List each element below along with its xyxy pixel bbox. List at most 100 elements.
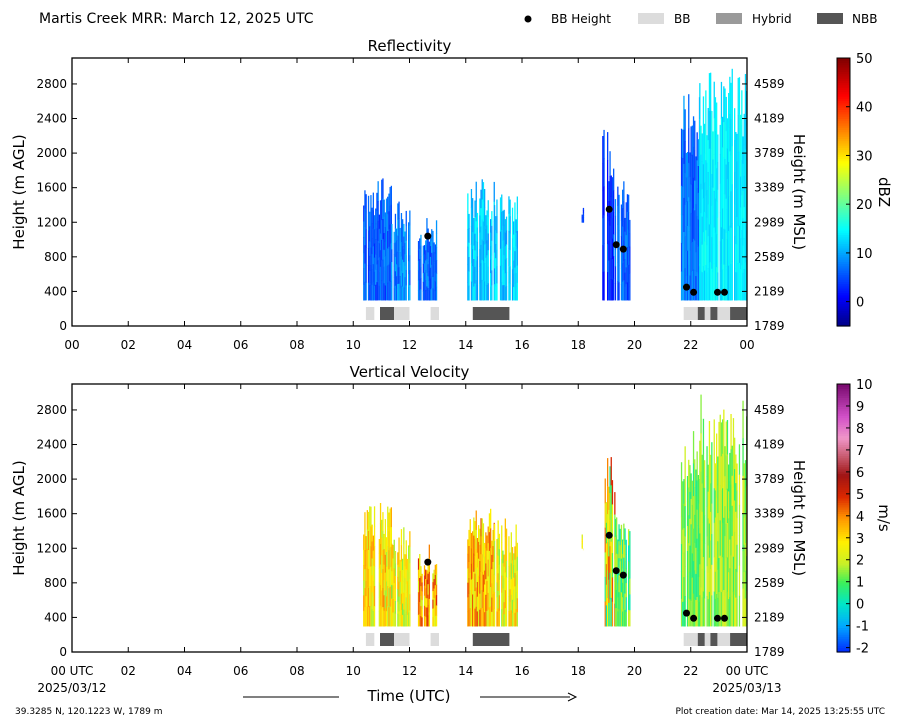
legend-hybrid-swatch: [716, 13, 742, 24]
bb-height-point: [605, 531, 613, 539]
xtick-label: 02: [121, 338, 136, 352]
ytick-right-label: 1789: [754, 319, 785, 333]
colorbar-tick-label: 40: [856, 101, 873, 116]
ytick-label: 400: [44, 284, 67, 298]
vertical-velocity-yticks-left: 0 400 800 1200 1600 2000 2400 2800: [36, 403, 77, 659]
bb-class-segment-bb: [683, 307, 698, 320]
ytick-right-label: 4189: [754, 112, 785, 126]
bb-class-segment-bb: [365, 633, 375, 646]
bb-class-segment-bb: [430, 307, 439, 320]
ytick-right-label: 3789: [754, 472, 785, 486]
xtick-label: 18: [571, 338, 586, 352]
xtick-label: 06: [233, 338, 248, 352]
x-end-label: 00 UTC: [726, 664, 769, 678]
bb-height-point: [714, 288, 721, 296]
xtick-label: 10: [346, 338, 361, 352]
xtick-label: 10: [346, 664, 361, 678]
ytick-label: 1600: [36, 181, 67, 195]
ytick-label: 2000: [36, 146, 67, 160]
ytick-label: 2800: [36, 77, 67, 91]
colorbar-tick-label: 10: [856, 247, 873, 262]
colorbar-tick-label: 30: [856, 149, 873, 164]
time-arrow-head: [567, 692, 578, 702]
vertical-velocity-echo-field: [363, 394, 748, 627]
colorbar-tick-label: 0: [856, 598, 864, 613]
bb-class-segment-nbb: [730, 307, 747, 320]
bb-height-point: [721, 614, 728, 622]
bb-height-point: [714, 614, 721, 622]
vertical-velocity-panel: Vertical Velocity 0400800120016002000240…: [10, 363, 893, 678]
colorbar-tick-label: 3: [856, 532, 864, 547]
colorbar-tick-label: 6: [856, 466, 864, 481]
ytick-label: 2800: [36, 403, 67, 417]
xtick-label: 16: [514, 664, 529, 678]
bb-height-point: [721, 288, 728, 296]
xtick-label: 02: [121, 664, 136, 678]
bb-class-segment-nbb: [710, 633, 718, 646]
reflectivity-echo-field: [363, 68, 748, 301]
colorbar-tick-label: 4: [856, 510, 864, 525]
reflectivity-bb-height-dots: [424, 205, 728, 296]
reflectivity-yticks-right: 1789 2189 2589 2989 3389 3789 4189 4589: [742, 77, 785, 333]
footer-creation-date: Plot creation date: Mar 14, 2025 13:25:5…: [675, 707, 885, 717]
reflectivity-title: Reflectivity: [368, 37, 452, 55]
ytick-label: 0: [59, 319, 67, 333]
xtick-label: 08: [289, 338, 304, 352]
reflectivity-colorbar: 0 10 20 30 40 50: [836, 52, 873, 327]
ytick-right-label: 2989: [754, 215, 785, 229]
bb-class-segment-nbb: [380, 633, 395, 646]
xtick-label: 04: [177, 338, 192, 352]
legend-bb-swatch: [638, 13, 664, 24]
legend-hybrid-label: Hybrid: [752, 12, 792, 26]
xtick-label: 00: [739, 338, 754, 352]
ytick-label: 2400: [36, 438, 67, 452]
ytick-right-label: 2189: [754, 284, 785, 298]
bb-class-segment-nbb: [380, 307, 395, 320]
xtick-label: 00: [64, 338, 79, 352]
vertical-velocity-title: Vertical Velocity: [350, 363, 470, 381]
figure-title: Martis Creek MRR: March 12, 2025 UTC: [39, 11, 314, 27]
bb-height-point: [424, 232, 432, 240]
colorbar-tick-label: 5: [856, 488, 864, 503]
ytick-right-label: 4589: [754, 403, 785, 417]
ytick-right-label: 2989: [754, 541, 785, 555]
bb-class-segment-nbb: [697, 633, 705, 646]
x-axis-label: Time (UTC): [367, 687, 451, 705]
ytick-right-label: 3389: [754, 507, 785, 521]
bb-class-segment-bb: [717, 307, 731, 320]
bb-class-segment-nbb: [472, 633, 510, 646]
xtick-label: 22: [683, 664, 698, 678]
vertical-velocity-colorbar-label: m/s: [875, 504, 893, 532]
bb-height-point: [619, 245, 627, 253]
reflectivity-bb-class-bar: [365, 307, 747, 320]
ytick-right-label: 2589: [754, 576, 785, 590]
bb-height-point: [612, 241, 620, 249]
xtick-label: 08: [289, 664, 304, 678]
reflectivity-ylabel: Height (m AGL): [10, 134, 28, 249]
bb-height-point: [690, 288, 698, 296]
colorbar-tick-label: 10: [856, 378, 873, 393]
vertical-velocity-bb-class-bar: [365, 633, 747, 646]
ytick-right-label: 1789: [754, 645, 785, 659]
legend: BB Height BB Hybrid NBB: [524, 12, 877, 26]
bb-class-segment-nbb: [697, 307, 705, 320]
vertical-velocity-yticks-right: 1789 2189 2589 2989 3389 3789 4189 4589: [742, 403, 785, 659]
reflectivity-panel: Reflectivity 040080012001600200024002800…: [10, 37, 893, 352]
xtick-label: 14: [458, 664, 473, 678]
xtick-label: 12: [402, 338, 417, 352]
xtick-label: 14: [458, 338, 473, 352]
vertical-velocity-ylabel-right: Height (m MSL): [790, 460, 808, 576]
legend-bb-height-marker: [524, 15, 532, 23]
bb-height-point: [605, 205, 613, 213]
ytick-label: 2400: [36, 112, 67, 126]
bb-height-point: [612, 567, 620, 575]
bb-class-segment-nbb: [730, 633, 747, 646]
colorbar-tick-label: 7: [856, 444, 864, 459]
x-start-label: 00 UTC: [51, 664, 94, 678]
legend-bb-height-label: BB Height: [551, 12, 611, 26]
bb-class-segment-bb: [430, 633, 439, 646]
xtick-label: 04: [177, 664, 192, 678]
ytick-right-label: 3389: [754, 181, 785, 195]
colorbar-tick-label: 50: [856, 52, 873, 67]
